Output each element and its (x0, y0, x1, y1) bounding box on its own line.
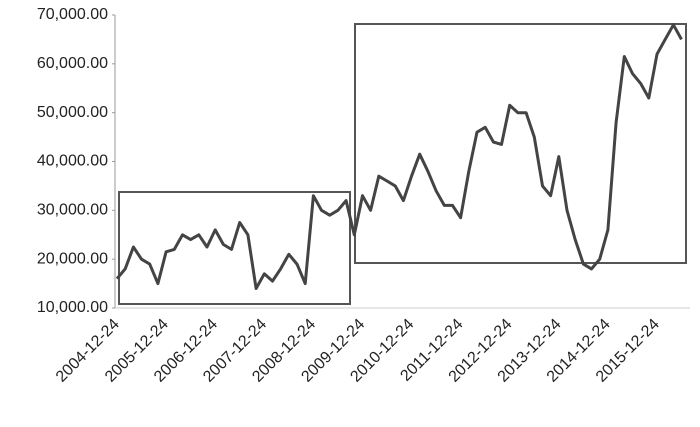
highlight-box (354, 23, 687, 264)
y-tick-label: 60,000.00 (37, 55, 108, 72)
y-tick-label: 20,000.00 (37, 250, 108, 267)
y-tick-label: 40,000.00 (37, 153, 108, 170)
y-tick-label: 30,000.00 (37, 202, 108, 219)
highlight-box (118, 191, 351, 305)
y-tick-label: 50,000.00 (37, 104, 108, 121)
y-tick-label: 10,000.00 (37, 299, 108, 316)
y-tick-label: 70,000.00 (37, 6, 108, 23)
line (115, 23, 683, 290)
